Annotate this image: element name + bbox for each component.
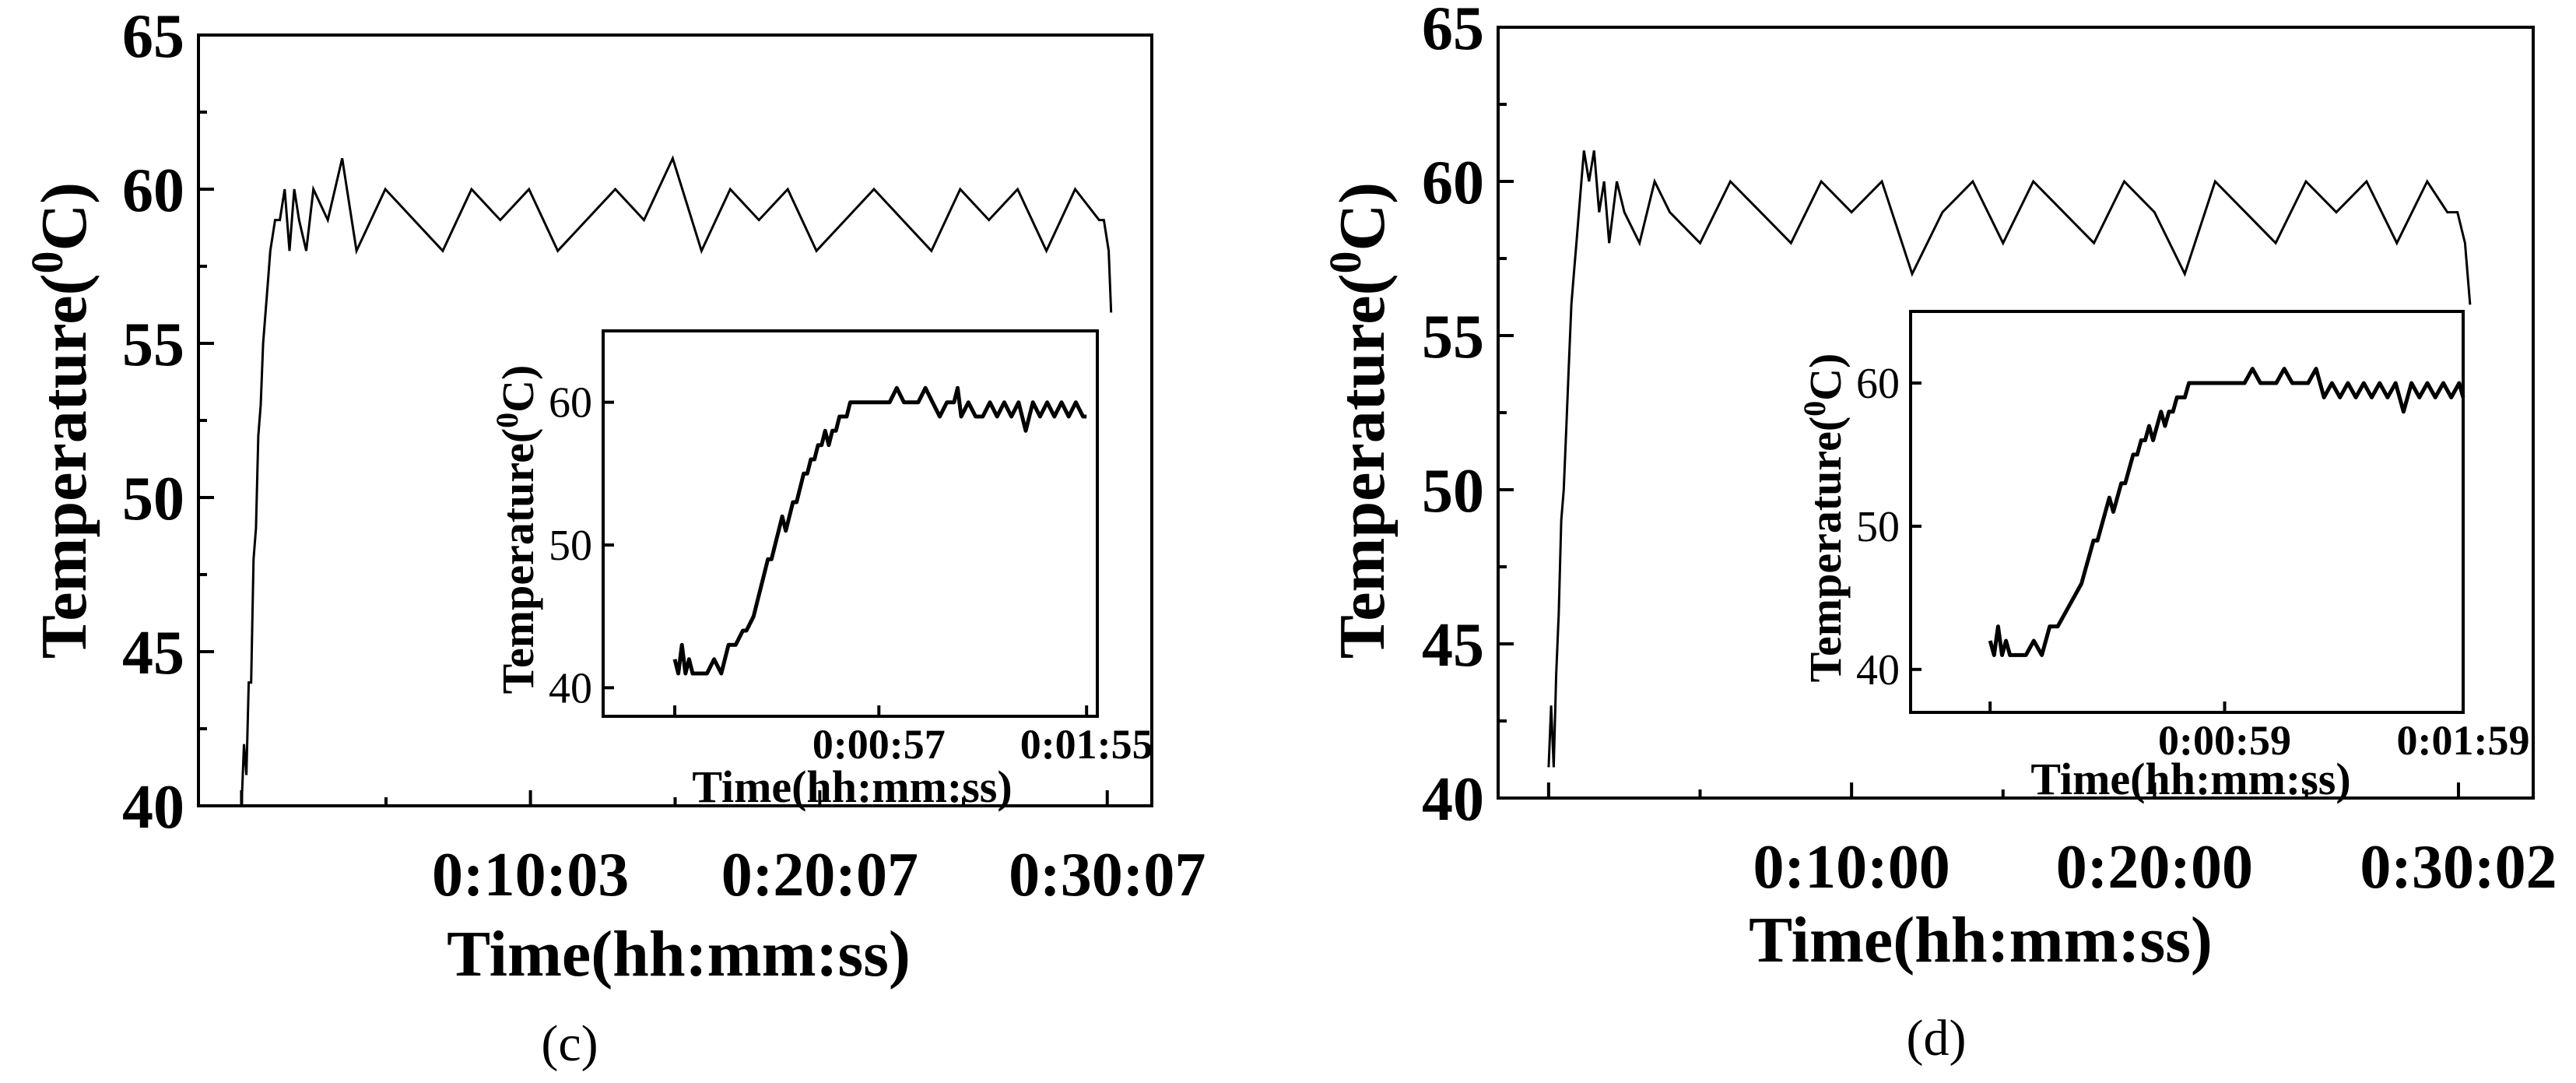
panel-d-inset: 40 50 60 0:00:59 0:01:59 Time(hh:mm:ss) Tem… <box>1797 310 2530 804</box>
panel-c-main-y-tick-label: 65 <box>122 2 184 71</box>
panel-d-main-y-tick-label: 50 <box>1422 457 1484 526</box>
panel-d-main-x-tick-label: 0:10:00 <box>1753 833 1950 902</box>
panel-c-main-y-axis-label: Temperature(0C) <box>22 182 100 659</box>
panel-d-inset-y-axis-label: Temperature(0C) <box>1797 353 1851 683</box>
panel-c-main-y-tick-label: 60 <box>122 156 184 225</box>
panel-c: 40 45 50 55 60 65 0:10:03 0:20:07 0:30:07 Time(… <box>22 2 1206 1072</box>
panel-d-inset-y-tick-label: 50 <box>1856 503 1900 551</box>
panel-c-inset-plot-frame <box>602 329 1099 718</box>
panel-c-main-y-ticks: 40 45 50 55 60 65 <box>122 2 214 842</box>
panel-d-inset-plot-frame <box>1909 310 2465 714</box>
panel-d-inset-y-tick-label: 60 <box>1856 360 1900 408</box>
panel-d-inset-y-ticks: 40 50 60 <box>1856 360 1921 694</box>
panel-c-inset-x-axis-label: Time(hh:mm:ss) <box>692 761 1012 812</box>
panel-d: 40 45 50 55 60 65 0:10:00 0:20:00 0:30:02 Time(… <box>1320 0 2557 1067</box>
panel-c-main-x-axis-label: Time(hh:mm:ss) <box>447 918 911 990</box>
panel-c-inset-y-tick-label: 60 <box>549 379 592 427</box>
panel-c-inset-y-axis-label: Temperature(0C) <box>490 365 543 694</box>
panel-d-main-x-tick-label: 0:20:00 <box>2056 833 2253 902</box>
panel-c-label: (c) <box>541 1015 598 1072</box>
panel-c-main-y-tick-label: 55 <box>122 311 184 379</box>
panel-c-main-x-tick-label: 0:10:03 <box>432 841 629 909</box>
panel-c-inset-background <box>599 331 1097 716</box>
panel-d-inset-background <box>1907 311 2467 716</box>
panel-c-main-x-tick-label: 0:30:07 <box>1009 841 1206 909</box>
panel-c-main-y-tick-label: 50 <box>122 465 184 533</box>
panel-d-main-y-tick-label: 65 <box>1422 0 1484 63</box>
panel-d-main-temperature-line <box>1547 150 2472 768</box>
panel-c-main-y-tick-label: 40 <box>122 773 184 842</box>
panel-d-inset-y-tick-label: 40 <box>1856 646 1900 694</box>
panel-d-main-y-tick-label: 40 <box>1422 765 1484 834</box>
panel-d-main-x-tick-label: 0:30:02 <box>2360 833 2557 902</box>
panel-c-main-temperature-line <box>240 155 1113 807</box>
panel-d-inset-x-axis-label: Time(hh:mm:ss) <box>2030 754 2350 804</box>
panel-c-inset-y-tick-label: 50 <box>549 522 592 570</box>
panel-c-inset-temperature-line <box>672 385 1087 676</box>
panel-d-inset-x-ticks: 0:00:59 0:01:59 <box>1988 701 2530 764</box>
panel-d-main-x-axis-label: Time(hh:mm:ss) <box>1749 904 2213 976</box>
panel-d-main-y-ticks: 40 45 50 55 60 65 <box>1422 0 1514 834</box>
panel-d-inset-temperature-line <box>1988 367 2465 657</box>
panel-d-main-y-tick-label: 60 <box>1422 149 1484 217</box>
panel-d-main-y-tick-label: 55 <box>1422 303 1484 371</box>
panel-c-inset-x-tick-label: 0:01:55 <box>1020 721 1153 768</box>
panel-c-inset-y-ticks: 40 50 60 <box>549 379 614 712</box>
panel-c-main-y-tick-label: 45 <box>122 619 184 687</box>
panel-c-main-x-tick-label: 0:20:07 <box>721 841 918 909</box>
panel-d-inset-x-tick-label: 0:01:59 <box>2397 717 2530 764</box>
panel-c-inset-x-tick-label: 0:00:57 <box>812 721 946 768</box>
panel-d-inset-x-tick-label: 0:00:59 <box>2158 717 2291 764</box>
panel-c-inset-x-ticks: 0:00:57 0:01:55 <box>673 705 1153 768</box>
panel-c-inset-y-tick-label: 40 <box>549 664 592 712</box>
panel-c-inset: 40 50 60 0:00:57 0:01:55 Time(hh:mm:ss) Tem… <box>490 329 1153 812</box>
panel-d-label: (d) <box>1907 1010 1967 1067</box>
panel-d-main-y-axis-label: Temperature(0C) <box>1320 182 1399 659</box>
panel-d-main-x-ticks: 0:10:00 0:20:00 0:30:02 <box>1546 782 2557 902</box>
panel-d-main-y-tick-label: 45 <box>1422 611 1484 680</box>
